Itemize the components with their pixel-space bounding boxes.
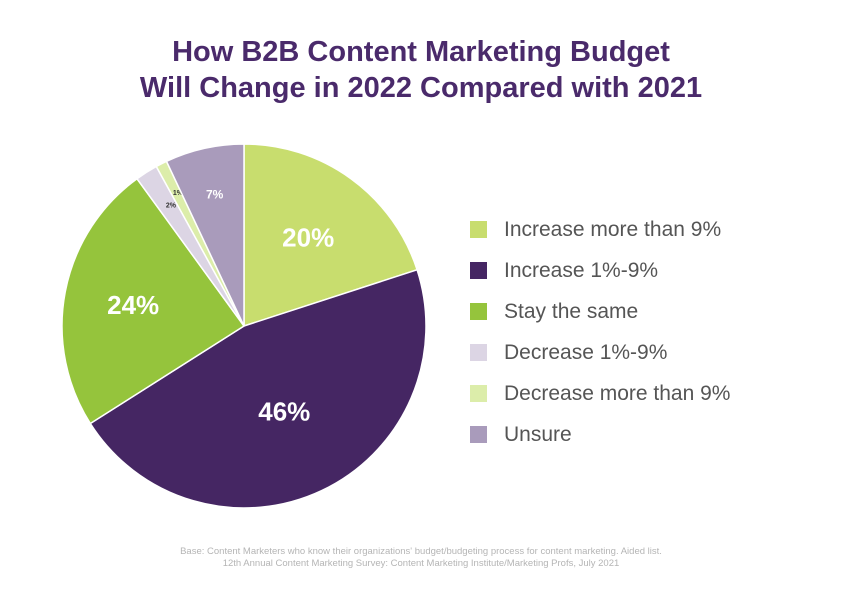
legend-label: Increase more than 9% — [504, 217, 722, 241]
legend-label: Increase 1%-9% — [504, 258, 659, 282]
chart-title: How B2B Content Marketing Budget Will Ch… — [0, 34, 842, 106]
slice-data-label: 2% — [166, 203, 177, 210]
legend-label: Unsure — [504, 422, 572, 446]
legend-item-increase-1-9: Increase 1%-9% — [470, 250, 730, 291]
footnote-source: 12th Annual Content Marketing Survey: Co… — [222, 558, 620, 569]
legend-swatch — [470, 221, 487, 238]
footnote: Base: Content Marketers who know their o… — [0, 546, 842, 570]
legend-swatch — [470, 426, 487, 443]
slice-data-label: 46% — [258, 397, 310, 427]
legend-item-increase-more-than-9: Increase more than 9% — [470, 209, 730, 250]
legend-label: Decrease more than 9% — [504, 381, 731, 405]
legend-swatch — [470, 344, 487, 361]
legend-swatch — [470, 303, 487, 320]
slice-data-label: 7% — [206, 188, 224, 202]
legend-label: Stay the same — [504, 299, 639, 323]
chart-title-line-1: How B2B Content Marketing Budget — [172, 36, 670, 68]
pie-slice-unsure — [165, 143, 245, 327]
footnote-base: Base: Content Marketers who know their o… — [180, 546, 662, 557]
slice-data-label: 20% — [282, 223, 334, 253]
legend-item-decrease-more-than-9: Decrease more than 9% — [470, 373, 730, 414]
legend-swatch — [470, 262, 487, 279]
legend-item-unsure: Unsure — [470, 414, 730, 455]
slice-data-label: 1% — [173, 190, 184, 197]
chart-legend: Increase more than 9% Increase 1%-9% Sta… — [470, 209, 730, 455]
slice-data-label: 24% — [107, 290, 159, 320]
legend-label: Decrease 1%-9% — [504, 340, 668, 364]
legend-item-stay-the-same: Stay the same — [470, 291, 730, 332]
chart-title-line-2: Will Change in 2022 Compared with 2021 — [139, 72, 703, 104]
pie-slice-increase-more-than-9 — [243, 143, 419, 328]
legend-swatch — [470, 385, 487, 402]
pie-slice-stay-the-same — [61, 177, 246, 425]
pie-slice-increase-1-9 — [89, 268, 427, 509]
legend-item-decrease-1-9: Decrease 1%-9% — [470, 332, 730, 373]
